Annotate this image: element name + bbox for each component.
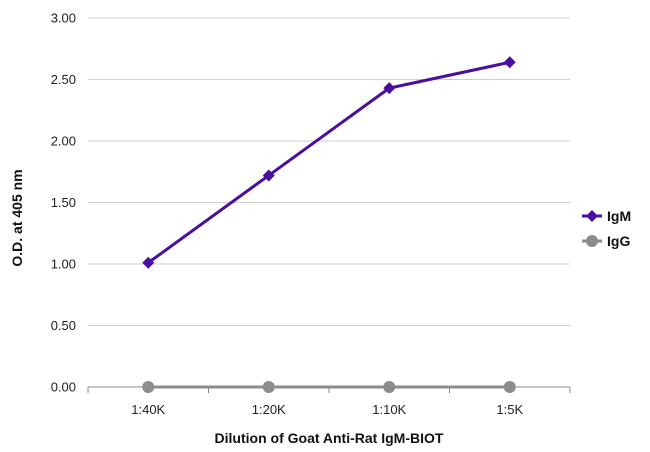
x-tick-label: 1:5K xyxy=(496,402,523,417)
x-tick-label: 1:20K xyxy=(252,402,286,417)
gridlines xyxy=(88,17,570,388)
data-point-igm xyxy=(262,169,275,182)
y-tick-label: 2.00 xyxy=(51,134,76,149)
series-plot-area xyxy=(142,56,516,393)
x-tick-label: 1:10K xyxy=(372,402,406,417)
data-point-igg xyxy=(503,381,516,393)
x-axis-ticks: 1:40K 1:20K 1:10K 1:5K xyxy=(87,387,571,417)
x-axis-title: Dilution of Goat Anti-Rat IgM-BIOT xyxy=(215,430,444,446)
data-point-igg xyxy=(142,381,155,393)
y-tick-label: 0.00 xyxy=(51,380,76,395)
data-point-igg xyxy=(383,381,396,393)
legend-label: IgG xyxy=(607,233,630,249)
data-point-igg xyxy=(262,381,275,393)
y-tick-label: 3.00 xyxy=(51,11,76,26)
legend-label: IgM xyxy=(607,208,631,224)
y-tick-label: 2.50 xyxy=(51,72,76,87)
series-line-igm xyxy=(147,60,511,264)
y-tick-label: 0.50 xyxy=(51,318,76,333)
x-tick-label: 1:40K xyxy=(131,402,165,417)
legend-item-igg: IgG xyxy=(582,233,630,249)
y-axis-title: O.D. at 405 nm xyxy=(9,169,25,266)
legend-marker-igg xyxy=(586,235,598,247)
y-tick-label: 1.00 xyxy=(51,257,76,272)
data-point-igm xyxy=(503,56,516,69)
legend-item-igm: IgM xyxy=(582,208,631,224)
y-tick-label: 1.50 xyxy=(51,195,76,210)
data-point-igm xyxy=(383,82,396,95)
legend: IgM IgG xyxy=(582,208,631,249)
series-igg xyxy=(142,381,516,393)
legend-marker-igm xyxy=(586,210,598,222)
data-point-igm xyxy=(142,256,155,269)
series-igm xyxy=(142,56,516,269)
y-axis-ticks: 0.00 0.50 1.00 1.50 2.00 2.50 3.00 xyxy=(51,11,76,395)
